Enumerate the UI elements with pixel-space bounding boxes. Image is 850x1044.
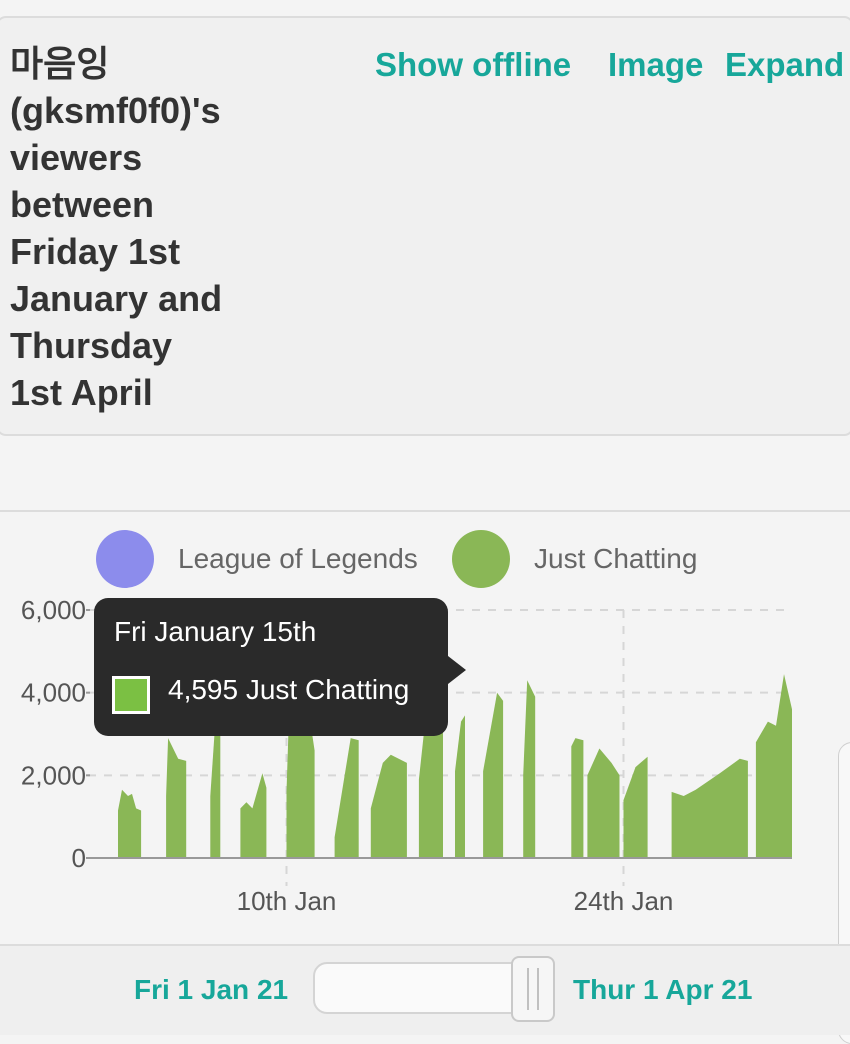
header-actions: Show offline Image Expand [0,46,850,90]
title-line: 1st April [10,372,153,413]
chart-legend: League of Legends Just Chatting [0,530,850,590]
just-chatting-area [334,738,359,858]
tooltip-value: 4,595 Just Chatting [168,674,410,705]
tooltip-date: Fri January 15th [114,616,317,647]
image-link[interactable]: Image [608,46,704,83]
date-range-bar: Fri 1 Jan 21 Thur 1 Apr 21 [0,944,850,1035]
range-start-date[interactable]: Fri 1 Jan 21 [134,974,289,1005]
title-line: Friday 1st [10,231,181,272]
just-chatting-area [755,674,792,858]
just-chatting-area [623,756,648,858]
title-line: between [10,184,155,225]
just-chatting-area [240,773,267,858]
tooltip-pointer [448,656,466,684]
chart-tooltip: Fri January 15th 4,595 Just Chatting [94,598,448,736]
just-chatting-area [286,698,315,858]
x-tick-label: 24th Jan [574,886,674,916]
expand-link[interactable]: Expand [725,46,845,83]
chart-header-panel [0,16,850,436]
just-chatting-area [523,680,536,858]
just-chatting-area [671,758,748,858]
legend-label: League of Legends [178,543,418,574]
just-chatting-area [455,715,465,858]
spacer [0,436,850,510]
y-tick-label: 4,000 [21,678,86,708]
just-chatting-area [587,748,620,858]
x-tick-label: 10th Jan [237,886,337,916]
just-chatting-area [210,707,221,858]
just-chatting-area [483,692,504,858]
y-tick-label: 6,000 [21,595,86,625]
just-chatting-area [571,738,584,858]
range-slider-handle[interactable] [511,956,555,1022]
legend-swatch-league-of-legends [96,530,154,588]
just-chatting-area [370,754,407,858]
page-title: 마음잉 (gksmf0f0)'s viewers between Friday … [10,40,270,416]
legend-swatch-just-chatting [452,530,510,588]
title-line: (gksmf0f0)'s [10,90,221,131]
y-tick-label: 2,000 [21,760,86,790]
just-chatting-area [118,789,142,858]
legend-item-league-of-legends[interactable]: League of Legends [96,530,418,588]
y-tick-label: 0 [72,843,86,873]
legend-label: Just Chatting [534,543,698,574]
title-line: Thursday [10,325,173,366]
title-line: 마음잉 [10,43,110,84]
title-line: January and [10,278,223,319]
legend-item-just-chatting[interactable]: Just Chatting [452,530,697,588]
title-line: viewers [10,137,143,178]
tooltip-swatch [112,676,150,714]
range-end-date[interactable]: Thur 1 Apr 21 [573,974,753,1005]
just-chatting-area [166,738,187,858]
show-offline-link[interactable]: Show offline [375,46,572,83]
